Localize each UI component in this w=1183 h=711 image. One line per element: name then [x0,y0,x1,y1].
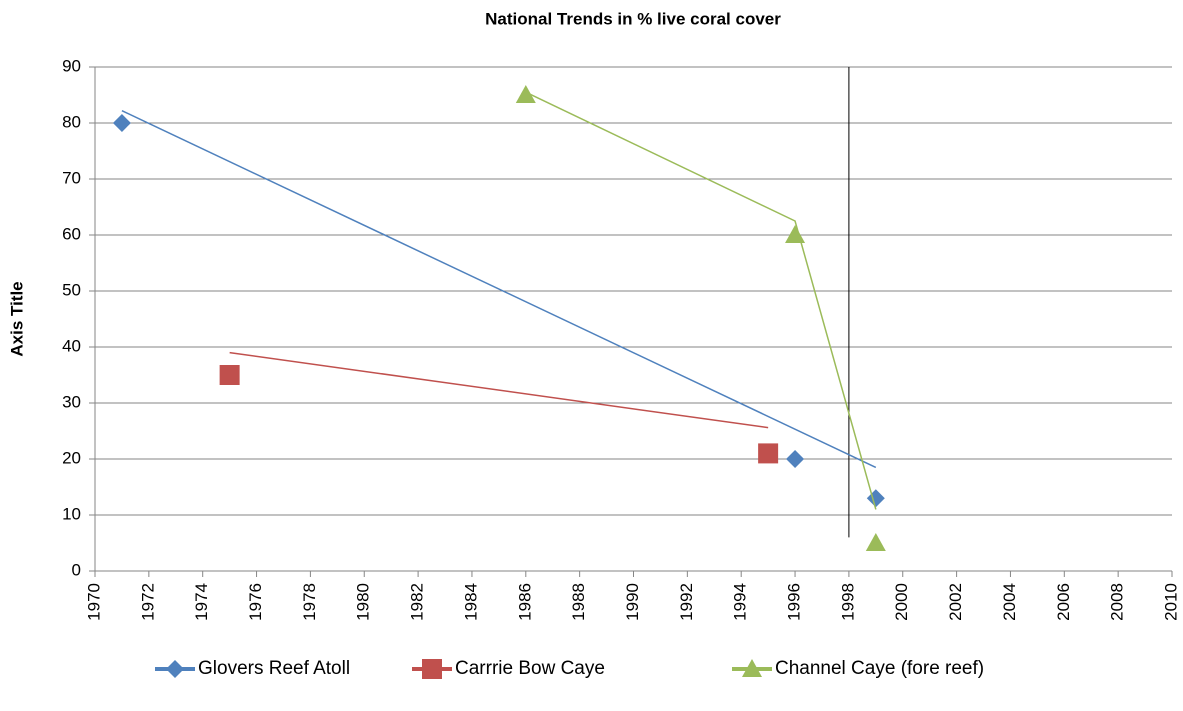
data-point [785,225,806,243]
x-tick-label: 2010 [1161,583,1180,621]
y-tick-label: 90 [62,56,81,75]
x-tick-label: 2008 [1108,583,1127,621]
y-tick-label: 30 [62,392,81,411]
x-tick-label: 2000 [892,583,911,621]
y-tick-label: 60 [62,224,81,243]
x-tick-label: 1994 [731,583,750,621]
x-tick-label: 1984 [461,583,480,621]
x-tick-label: 1972 [138,583,157,621]
x-tick-label: 1998 [838,583,857,621]
legend-marker [166,660,184,678]
legend-marker [742,659,762,677]
x-tick-label: 2006 [1054,583,1073,621]
data-point [865,533,886,551]
y-tick-label: 20 [62,448,81,467]
x-tick-label: 1976 [246,583,265,621]
y-tick-label: 10 [62,504,81,523]
x-tick-label: 1996 [785,583,804,621]
y-tick-label: 70 [62,168,81,187]
x-tick-label: 1992 [677,583,696,621]
x-tick-label: 1970 [84,583,103,621]
x-tick-label: 1986 [515,583,534,621]
data-point [786,450,805,468]
chart-title: National Trends in % live coral cover [485,9,781,28]
x-tick-label: 1978 [300,583,319,621]
legend-label: Channel Caye (fore reef) [775,658,984,679]
x-tick-label: 1988 [569,583,588,621]
x-tick-label: 1982 [408,583,427,621]
data-point [515,85,536,103]
trend-line [229,351,769,429]
y-tick-label: 40 [62,336,81,355]
x-tick-label: 1980 [354,583,373,621]
x-tick-label: 2004 [1000,583,1019,621]
trend-line [525,91,877,510]
data-point [866,489,885,508]
x-tick-label: 1990 [623,583,642,621]
legend-marker [422,659,442,679]
data-point [758,443,779,464]
y-tick-label: 80 [62,112,81,131]
legend-label: Glovers Reef Atoll [198,658,350,679]
data-point [219,365,240,385]
legend-label: Carrrie Bow Caye [455,658,605,679]
y-axis-title: Axis Title [7,281,26,356]
trend-line [121,110,877,469]
data-point [112,114,131,132]
y-tick-label: 50 [62,280,81,299]
x-tick-label: 2002 [946,583,965,621]
y-tick-label: 0 [72,560,81,579]
x-tick-label: 1974 [192,583,211,621]
